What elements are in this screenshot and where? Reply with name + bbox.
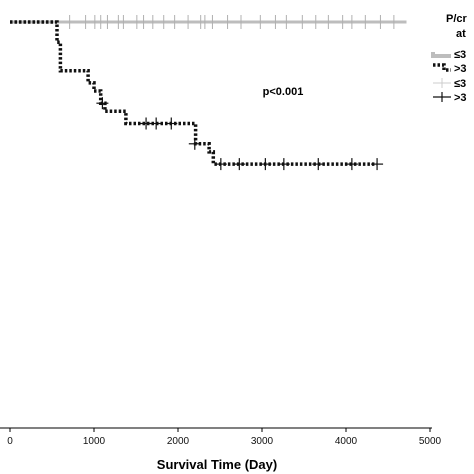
p-value-annotation: p<0.001 — [263, 86, 304, 98]
censor-mark-series-2 — [150, 117, 163, 130]
x-tick-label: 4000 — [335, 436, 358, 447]
legend-swatch-gray-thick — [431, 52, 451, 58]
x-tick-label: 5000 — [419, 436, 442, 447]
censor-mark-series-2 — [165, 117, 178, 130]
x-axis-title: Survival Time (Day) — [157, 457, 277, 472]
censor-mark-series-2 — [259, 158, 272, 171]
censor-mark-series-2 — [233, 158, 246, 171]
legend: P/cr at ≤3 >3 ≤3 >3 — [431, 13, 468, 104]
x-axis-ticks: 0 1000 2000 3000 4000 5000 — [7, 428, 442, 447]
legend-entry-2: >3 — [454, 63, 467, 75]
x-tick-label: 3000 — [251, 436, 274, 447]
x-tick-label: 1000 — [83, 436, 106, 447]
censor-mark-series-2 — [312, 158, 325, 171]
censor-mark-series-2 — [371, 158, 384, 171]
censor-mark-series-2 — [140, 117, 153, 130]
censor-mark-series-2 — [345, 158, 358, 171]
survival-curve-2 — [10, 20, 378, 166]
x-tick-label: 2000 — [167, 436, 190, 447]
legend-swatch-gray-censored — [433, 78, 451, 88]
legend-swatch-black-dotted — [433, 63, 451, 72]
legend-title-line-1: P/cr — [446, 13, 468, 25]
censor-mark-series-2 — [214, 158, 227, 171]
censor-mark-series-2 — [277, 158, 290, 171]
legend-entry-1: ≤3 — [454, 49, 466, 61]
x-tick-label: 0 — [7, 436, 13, 447]
legend-entry-3: ≤3 — [454, 78, 466, 90]
censor-mark-series-2 — [96, 97, 109, 110]
legend-title-line-2: at — [456, 28, 466, 40]
legend-entry-4: >3 — [454, 92, 467, 104]
censor-marks — [69, 15, 395, 171]
legend-swatch-black-censored — [433, 92, 451, 102]
censor-mark-series-2 — [188, 137, 201, 150]
survival-curves — [10, 20, 407, 166]
